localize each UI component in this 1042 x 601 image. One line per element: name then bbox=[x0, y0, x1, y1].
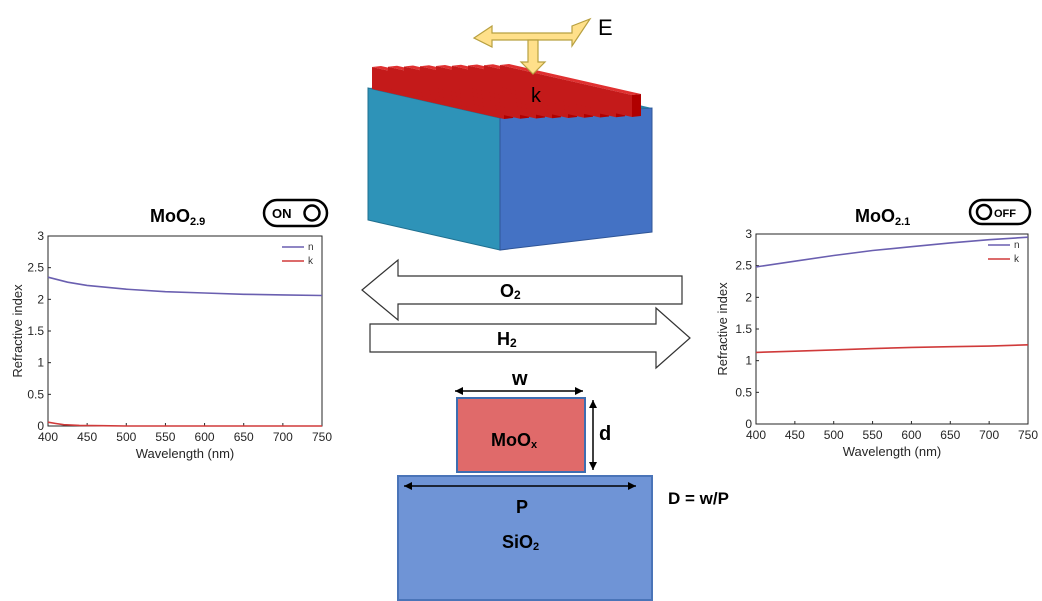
width-arrowhead-left bbox=[455, 387, 463, 395]
x-tick-label: 650 bbox=[940, 428, 960, 442]
grating-ridge-face bbox=[500, 65, 632, 117]
x-tick-label: 700 bbox=[979, 428, 999, 442]
grating-material-label: MoOx bbox=[491, 430, 538, 451]
reduce-arrow: H2 bbox=[369, 306, 691, 370]
y-tick-label: 2.5 bbox=[735, 259, 752, 273]
y-tick-label: 2 bbox=[745, 290, 752, 304]
chart-moo2-9: 400 450 500 550 600 650 700 750 0 0.5 1 1.5 2 2.5 3 Wav… bbox=[10, 206, 332, 461]
substrate-rect bbox=[397, 475, 653, 601]
x-tick-label: 600 bbox=[195, 430, 215, 444]
cross-section: w d P MoOx SiO2 D = w/P bbox=[397, 368, 729, 601]
chart-title-main: MoO bbox=[150, 206, 190, 226]
y-tick-label: 1.5 bbox=[735, 322, 752, 336]
off-switch-icon: OFF bbox=[968, 198, 1032, 226]
legend-entry-n: n bbox=[1014, 240, 1020, 251]
right-arrow-shape bbox=[369, 306, 691, 370]
y-tick-label: 2 bbox=[37, 292, 44, 306]
legend-entry-n: n bbox=[308, 242, 314, 253]
y-tick-label: 2.5 bbox=[27, 261, 44, 275]
width-arrowhead-right bbox=[575, 387, 583, 395]
x-tick-label: 500 bbox=[824, 428, 844, 442]
x-tick-label: 650 bbox=[234, 430, 254, 444]
off-switch-label: OFF bbox=[994, 208, 1016, 220]
x-tick-label: 600 bbox=[901, 428, 921, 442]
x-tick-label: 400 bbox=[38, 430, 58, 444]
series-line-k bbox=[755, 344, 1029, 354]
y-tick-label: 1 bbox=[37, 356, 44, 370]
chart-title: MoO2.9 bbox=[150, 206, 205, 228]
on-switch-label: ON bbox=[272, 206, 292, 221]
x-tick-label: 750 bbox=[1018, 428, 1038, 442]
grating-ridges bbox=[372, 64, 641, 119]
plot-frame bbox=[47, 235, 323, 427]
x-tick-label: 550 bbox=[155, 430, 175, 444]
y-tick-label: 0.5 bbox=[735, 385, 752, 399]
left-arrow-shape bbox=[361, 258, 683, 322]
series-line-n bbox=[755, 236, 1029, 268]
chart-title-sub: 2.1 bbox=[895, 216, 910, 228]
substrate-material-label: SiO2 bbox=[502, 532, 539, 553]
legend-entry-k: k bbox=[1014, 254, 1020, 265]
y-axis-label: Refractive index bbox=[10, 284, 25, 378]
x-axis-label: Wavelength (nm) bbox=[843, 444, 942, 459]
grating-block-3d bbox=[367, 64, 653, 251]
k-vector-label: k bbox=[531, 85, 542, 107]
y-tick-label: 0 bbox=[745, 417, 752, 431]
y-tick-label: 1 bbox=[745, 354, 752, 368]
grating-rect bbox=[456, 397, 586, 473]
oxidize-arrow: O2 bbox=[361, 258, 683, 322]
width-label: w bbox=[511, 368, 528, 390]
y-tick-label: 3 bbox=[745, 227, 752, 241]
duty-cycle-equation: D = w/P bbox=[668, 489, 729, 508]
o2-label: O2 bbox=[500, 281, 521, 302]
chart-title-sub: 2.9 bbox=[190, 216, 205, 228]
y-tick-label: 0.5 bbox=[27, 387, 44, 401]
y-tick-label: 3 bbox=[37, 229, 44, 243]
x-tick-label: 700 bbox=[273, 430, 293, 444]
x-tick-label: 750 bbox=[312, 430, 332, 444]
legend-entry-k: k bbox=[308, 256, 314, 267]
y-tick-label: 0 bbox=[37, 419, 44, 433]
y-tick-label: 1.5 bbox=[27, 324, 44, 338]
plot-frame bbox=[755, 233, 1029, 425]
x-tick-label: 500 bbox=[116, 430, 136, 444]
x-tick-label: 550 bbox=[863, 428, 883, 442]
chart-title-main: MoO bbox=[855, 206, 895, 226]
series-line-k bbox=[47, 421, 322, 427]
x-tick-label: 450 bbox=[77, 430, 97, 444]
thickness-arrowhead-bottom bbox=[589, 462, 597, 470]
e-field-arrow bbox=[472, 17, 592, 48]
period-label: P bbox=[516, 497, 528, 517]
on-switch-icon: ON bbox=[262, 198, 329, 228]
thickness-label: d bbox=[599, 423, 611, 445]
series-line-n bbox=[47, 276, 323, 297]
k-vector-arrow bbox=[519, 39, 547, 75]
thickness-arrowhead-top bbox=[589, 400, 597, 408]
grating-ridge-side bbox=[632, 94, 641, 117]
h2-label: H2 bbox=[497, 329, 517, 350]
e-field-label: E bbox=[598, 15, 613, 40]
period-arrowhead-left bbox=[404, 482, 412, 490]
x-tick-label: 400 bbox=[746, 428, 766, 442]
block-right-face bbox=[499, 107, 653, 251]
chart-title: MoO2.1 bbox=[855, 206, 910, 228]
x-tick-label: 450 bbox=[785, 428, 805, 442]
period-arrowhead-right bbox=[628, 482, 636, 490]
y-axis-label: Refractive index bbox=[715, 282, 730, 376]
chart-moo2-1: 400 450 500 550 600 650 700 750 0 0.5 1 1.5 2 2.5 3 Wav… bbox=[715, 206, 1038, 459]
x-axis-label: Wavelength (nm) bbox=[136, 446, 235, 461]
field-arrows: E k bbox=[472, 15, 613, 107]
